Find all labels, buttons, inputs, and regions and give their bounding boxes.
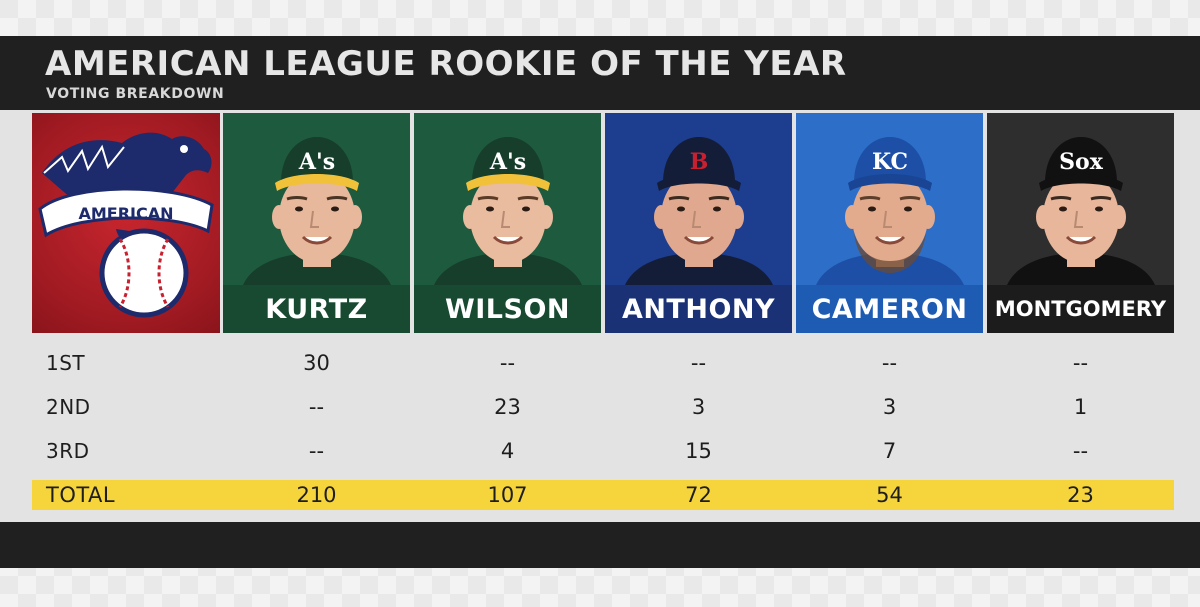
player-name: ANTHONY — [605, 285, 792, 333]
player-photo: KC — [796, 113, 983, 285]
american-league-logo: AMERICAN — [32, 113, 220, 333]
row-label: 1ST — [46, 351, 86, 375]
svg-text:B: B — [690, 149, 709, 175]
player-name: MONTGOMERY — [987, 285, 1174, 333]
vote-cell: 23 — [494, 395, 521, 419]
row-label: 3RD — [46, 439, 90, 463]
page-subtitle: VOTING BREAKDOWN — [46, 86, 225, 102]
table-row-2nd: 2ND -- 23 3 3 1 — [32, 392, 1174, 422]
vote-cell: 107 — [487, 483, 528, 507]
svg-text:A's: A's — [489, 149, 526, 175]
vote-cell: 15 — [685, 439, 712, 463]
bottom-bar — [0, 522, 1200, 568]
title-bar — [0, 36, 1200, 110]
logo-text: AMERICAN — [78, 204, 173, 223]
vote-cell: -- — [499, 351, 516, 375]
vote-cell: -- — [308, 439, 325, 463]
player-card-anthony: B ANTHONY — [605, 113, 792, 333]
vote-cell: 23 — [1067, 483, 1094, 507]
player-name: WILSON — [414, 285, 601, 333]
player-photo: A's — [223, 113, 410, 285]
player-card-wilson: A's WILSON — [414, 113, 601, 333]
page-title: AMERICAN LEAGUE ROOKIE OF THE YEAR — [45, 44, 847, 84]
player-photo: A's — [414, 113, 601, 285]
row-label: TOTAL — [46, 483, 116, 507]
table-row-1st: 1ST 30 -- -- -- -- — [32, 348, 1174, 378]
svg-text:Sox: Sox — [1059, 149, 1104, 175]
row-label: 2ND — [46, 395, 91, 419]
player-name: KURTZ — [223, 285, 410, 333]
player-card-kurtz: A's KURTZ — [223, 113, 410, 333]
vote-cell: -- — [690, 351, 707, 375]
table-row-total: TOTAL 210 107 72 54 23 — [32, 480, 1174, 510]
vote-cell: 30 — [303, 351, 330, 375]
vote-cell: 54 — [876, 483, 903, 507]
vote-cell: -- — [1072, 351, 1089, 375]
vote-cell: -- — [308, 395, 325, 419]
player-card-montgomery: Sox MONTGOMERY — [987, 113, 1174, 333]
vote-cell: 210 — [296, 483, 337, 507]
table-row-3rd: 3RD -- 4 15 7 -- — [32, 436, 1174, 466]
player-name: CAMERON — [796, 285, 983, 333]
vote-cell: 3 — [691, 395, 706, 419]
vote-cell: 1 — [1073, 395, 1088, 419]
background-pattern-band — [0, 0, 1200, 36]
vote-cell: -- — [1072, 439, 1089, 463]
american-league-logo-icon: AMERICAN — [38, 132, 214, 318]
player-card-cameron: KC CAMERON — [796, 113, 983, 333]
vote-cell: 72 — [685, 483, 712, 507]
player-photo: Sox — [987, 113, 1174, 285]
svg-text:A's: A's — [298, 149, 335, 175]
vote-cell: 3 — [882, 395, 897, 419]
vote-cell: 4 — [500, 439, 515, 463]
vote-cell: 7 — [882, 439, 897, 463]
vote-cell: -- — [881, 351, 898, 375]
player-photo: B — [605, 113, 792, 285]
svg-text:KC: KC — [872, 149, 908, 175]
